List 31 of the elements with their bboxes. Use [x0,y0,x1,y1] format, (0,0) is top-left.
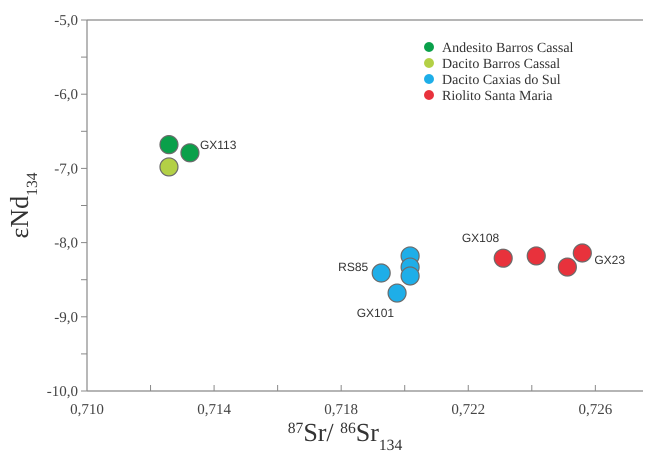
x-tick-label: 0,710 [70,402,104,418]
legend-label: Riolito Santa Maria [442,89,554,104]
y-tick-label: -6,0 [54,87,78,104]
y-tick-label: -9,0 [54,310,78,326]
y-tick-label: -5,0 [54,13,78,29]
point [526,246,546,266]
point [180,143,200,162]
point [372,263,391,283]
point [558,257,577,277]
annotation: GX113 [200,138,237,152]
y-tick-label: -10,0 [46,384,78,400]
annotation: GX108 [462,231,500,246]
legend-label: Dacito Caxias do Sul [442,73,561,88]
point [159,157,179,177]
x-tick-label: 0,722 [451,402,486,418]
y-tick-label: -7,0 [54,161,78,178]
legend-label: Andesito Barros Cassal [442,41,574,56]
x-tick-label: 0,726 [578,402,613,418]
point [387,283,407,303]
x-tick-label: 0,718 [324,402,358,418]
x-tick-label: 0,714 [197,402,232,418]
point [159,135,179,154]
annotation: GX23 [594,252,626,267]
point [400,266,420,286]
y-tick-label: -8,0 [54,236,78,252]
point [494,248,513,268]
annotation: RS85 [338,260,369,274]
annotation: GX101 [356,306,394,320]
point [572,243,592,263]
legend-label: Dacito Barros Cassal [442,57,560,72]
x-axis-title: $^{87}$Sr/ $^{86}$Sr$_{134}$ [288,418,402,454]
